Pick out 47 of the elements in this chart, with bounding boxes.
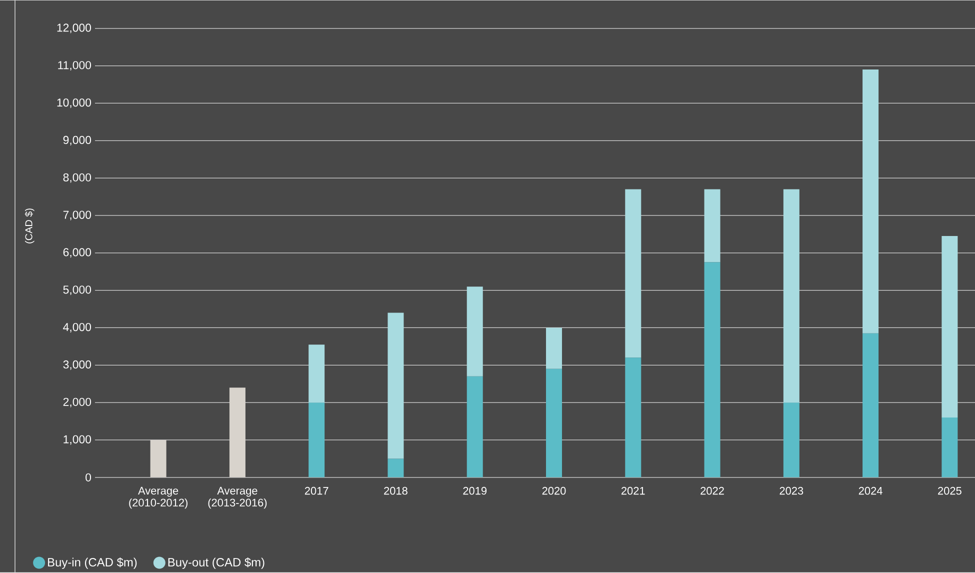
bar — [388, 458, 404, 478]
y-tick-label: 10,000 — [57, 98, 92, 108]
y-tick-label: 3,000 — [63, 360, 92, 370]
bar — [308, 344, 325, 403]
x-tick-label: Average (2010-2012) — [129, 487, 188, 509]
y-tick-label: 6,000 — [63, 248, 92, 258]
x-tick-label: 2018 — [384, 487, 408, 495]
x-tick-label: 2020 — [542, 487, 566, 495]
y-axis-title: (CAD $) — [24, 208, 34, 244]
bar — [150, 440, 166, 478]
bar — [704, 262, 720, 478]
bar — [942, 236, 958, 418]
y-tick-label: 1,000 — [64, 435, 92, 445]
y-tick-label: 2,000 — [63, 398, 92, 408]
y-tick-label: 9,000 — [63, 136, 92, 146]
bar — [466, 376, 483, 478]
bar — [625, 358, 642, 478]
x-tick-label: 2024 — [858, 487, 882, 495]
legend-label: Buy-in (CAD $m) — [48, 558, 137, 569]
x-tick-label: 2019 — [463, 487, 487, 495]
y-tick-label: 4,000 — [63, 323, 92, 333]
x-tick-label: 2022 — [700, 487, 724, 495]
x-tick-label: 2021 — [621, 487, 645, 495]
legend-label: Buy-out (CAD $m) — [168, 558, 264, 569]
y-tick-label: 8,000 — [63, 173, 92, 183]
x-tick-label: Average (2013-2016) — [208, 487, 267, 509]
bar — [229, 388, 246, 478]
bar — [308, 402, 325, 478]
x-tick-label: 2023 — [780, 487, 804, 495]
y-tick-label: 11,000 — [58, 61, 92, 71]
y-tick-label: 5,000 — [63, 286, 92, 296]
bar — [388, 312, 404, 459]
bar — [625, 189, 642, 358]
y-tick-label: 12,000 — [57, 24, 92, 34]
bar — [942, 418, 958, 478]
bar — [783, 402, 800, 478]
x-tick-label: 2025 — [938, 487, 962, 495]
bar — [783, 189, 800, 403]
bar — [466, 286, 483, 376]
bar — [862, 70, 879, 334]
bar — [704, 189, 720, 262]
y-tick-label: 7,000 — [63, 210, 92, 220]
x-tick-label: 2017 — [304, 487, 328, 495]
bar — [546, 368, 562, 478]
bar — [546, 328, 562, 369]
bar — [862, 333, 879, 478]
y-tick-label: 0 — [86, 473, 92, 482]
